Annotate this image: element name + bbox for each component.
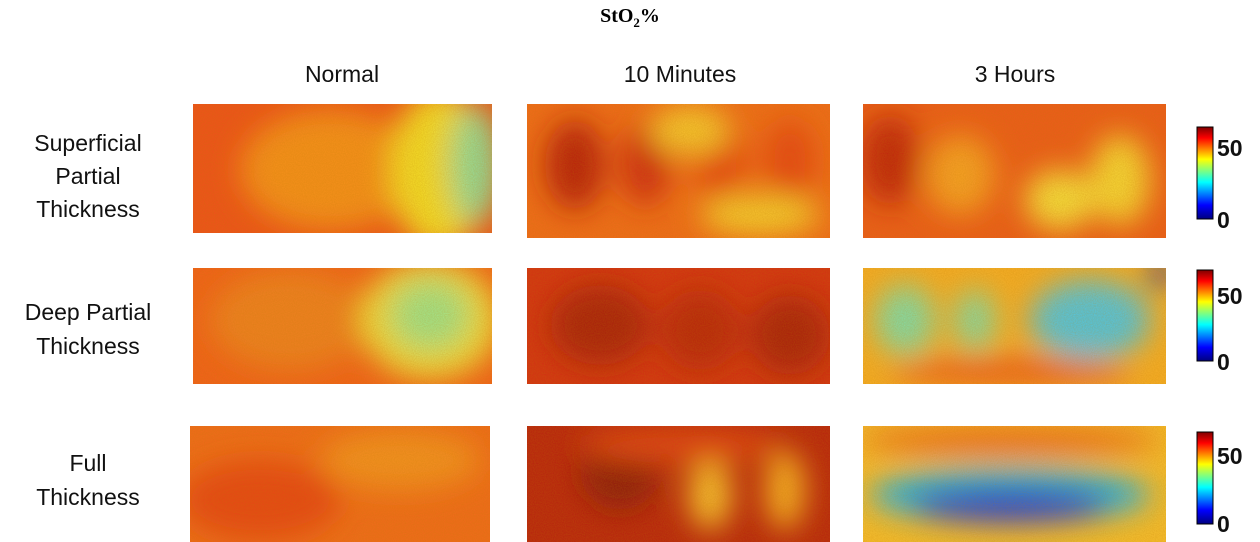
row-label: Thickness bbox=[36, 333, 140, 359]
row-label: Partial bbox=[55, 163, 120, 189]
row-label: Deep Partial bbox=[25, 299, 152, 325]
heatmap bbox=[527, 426, 830, 542]
column-header: 10 Minutes bbox=[624, 61, 737, 87]
heatmap bbox=[863, 104, 1166, 238]
colorbar-label: 50 bbox=[1217, 135, 1243, 161]
heatmap bbox=[527, 104, 830, 238]
heatmap bbox=[863, 426, 1166, 542]
colorbar-label: 50 bbox=[1217, 443, 1243, 469]
column-header: 3 Hours bbox=[975, 61, 1056, 87]
heatmap bbox=[527, 268, 830, 384]
heatmap bbox=[863, 268, 1166, 384]
colorbar bbox=[1196, 126, 1214, 220]
heatmap bbox=[193, 268, 492, 384]
colorbar-label: 0 bbox=[1217, 511, 1230, 537]
figure-title: StO2% bbox=[600, 5, 660, 30]
row-label: Superficial bbox=[34, 130, 141, 156]
heatmap bbox=[193, 104, 492, 233]
column-header: Normal bbox=[305, 61, 379, 87]
colorbar bbox=[1196, 269, 1214, 362]
heatmap bbox=[190, 426, 490, 542]
row-label: Thickness bbox=[36, 484, 140, 510]
row-label: Full bbox=[69, 450, 106, 476]
row-label: Thickness bbox=[36, 196, 140, 222]
colorbar-label: 0 bbox=[1217, 207, 1230, 233]
colorbar-label: 0 bbox=[1217, 349, 1230, 375]
colorbar-label: 50 bbox=[1217, 283, 1243, 309]
colorbar bbox=[1196, 431, 1214, 525]
